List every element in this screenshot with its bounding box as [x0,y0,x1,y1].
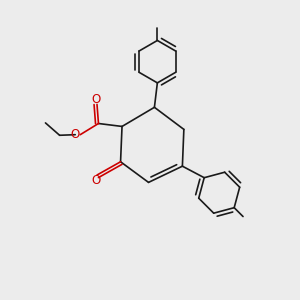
Text: O: O [91,174,100,187]
Text: O: O [91,93,100,106]
Text: O: O [70,128,80,141]
